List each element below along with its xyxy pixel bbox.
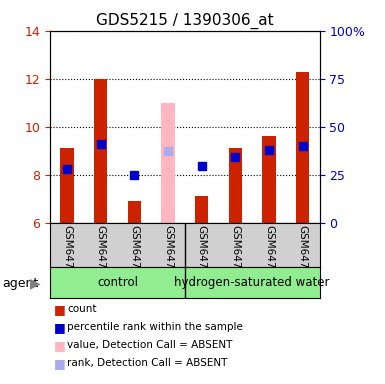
Text: count: count [67,304,97,314]
Title: GDS5215 / 1390306_at: GDS5215 / 1390306_at [96,13,274,29]
Text: GSM647248: GSM647248 [129,225,139,288]
Bar [161,103,175,223]
Text: GSM647251: GSM647251 [230,225,240,288]
Bar [94,79,107,223]
Text: rank, Detection Call = ABSENT: rank, Detection Call = ABSENT [67,358,228,368]
Text: ■: ■ [54,303,66,316]
Bar [195,196,208,223]
Bar [262,136,276,223]
Text: GSM647253: GSM647253 [298,225,308,288]
Text: GSM647250: GSM647250 [197,225,207,288]
Text: GSM647246: GSM647246 [62,225,72,288]
Bar [296,71,310,223]
Text: ■: ■ [54,357,66,370]
Text: agent: agent [2,276,38,290]
Text: GSM647252: GSM647252 [264,225,274,288]
Bar [127,201,141,223]
Text: ▶: ▶ [30,276,41,290]
Text: GSM647247: GSM647247 [95,225,105,288]
Text: percentile rank within the sample: percentile rank within the sample [67,322,243,332]
Text: ■: ■ [54,321,66,334]
Text: control: control [97,276,138,289]
Bar [229,148,242,223]
Bar [60,148,74,223]
Text: value, Detection Call = ABSENT: value, Detection Call = ABSENT [67,340,233,350]
Text: hydrogen-saturated water: hydrogen-saturated water [174,276,330,289]
Text: ■: ■ [54,339,66,352]
Text: GSM647249: GSM647249 [163,225,173,288]
